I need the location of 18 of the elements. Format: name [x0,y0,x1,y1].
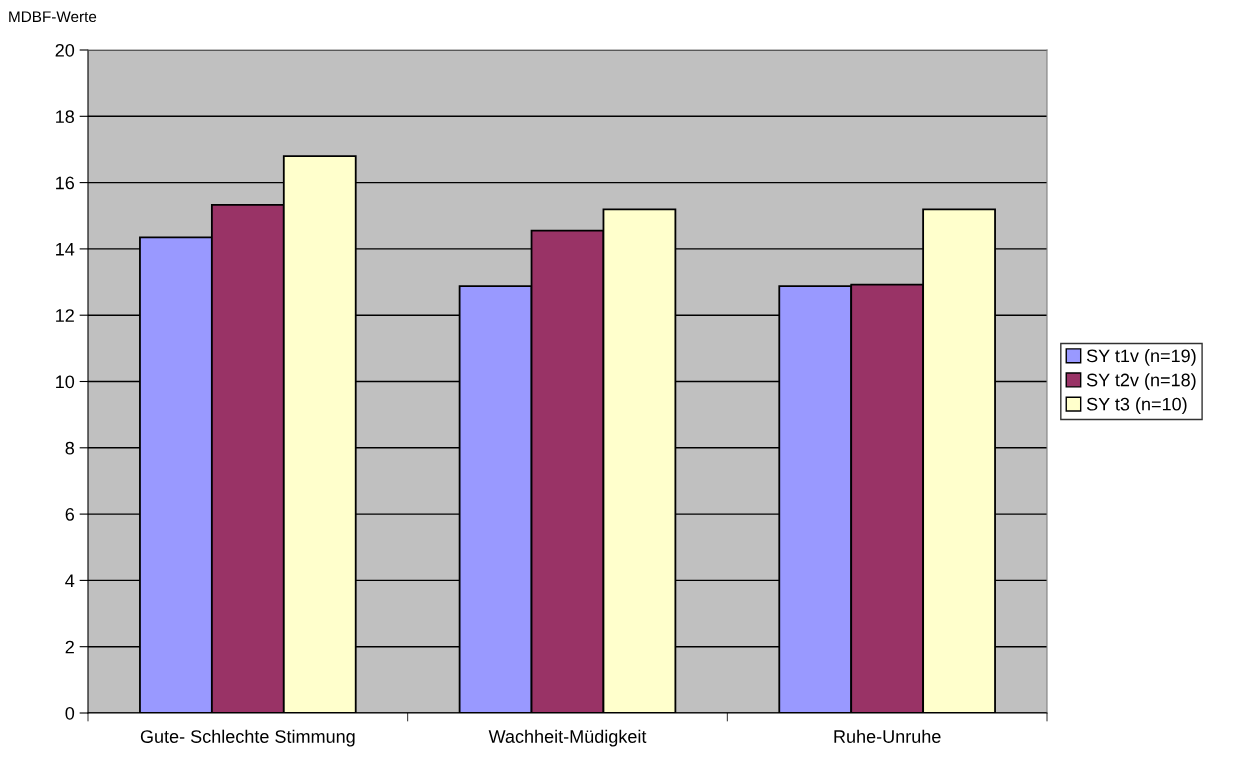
y-tick-label: 20 [55,43,75,57]
x-tick-label: Ruhe-Unruhe [834,729,941,743]
y-tick-label: 6 [65,508,75,521]
y-tick-label: 0 [65,706,75,720]
x-tick-label: Gute- Schlechte Stimmung [140,729,355,747]
y-tick-label: 4 [65,574,75,587]
legend-label: SY t1v (n=19) [1086,348,1196,366]
y-tick-label: 18 [56,110,75,124]
y-tick-label: 2 [65,640,74,654]
y-tick-label: 14 [56,243,75,256]
legend-label: SY t3 (n=10) [1086,397,1187,415]
y-tick-label: 12 [56,309,74,322]
x-tick-label: Wachheit-Müdigkeit [488,729,647,747]
legend-label: SY t2v (n=18) [1086,373,1196,390]
y-axis-title: MDBF-Werte [9,11,97,23]
y-tick-label: 16 [56,176,75,190]
y-tick-label: 10 [56,375,75,389]
y-tick-label: 8 [65,441,75,455]
